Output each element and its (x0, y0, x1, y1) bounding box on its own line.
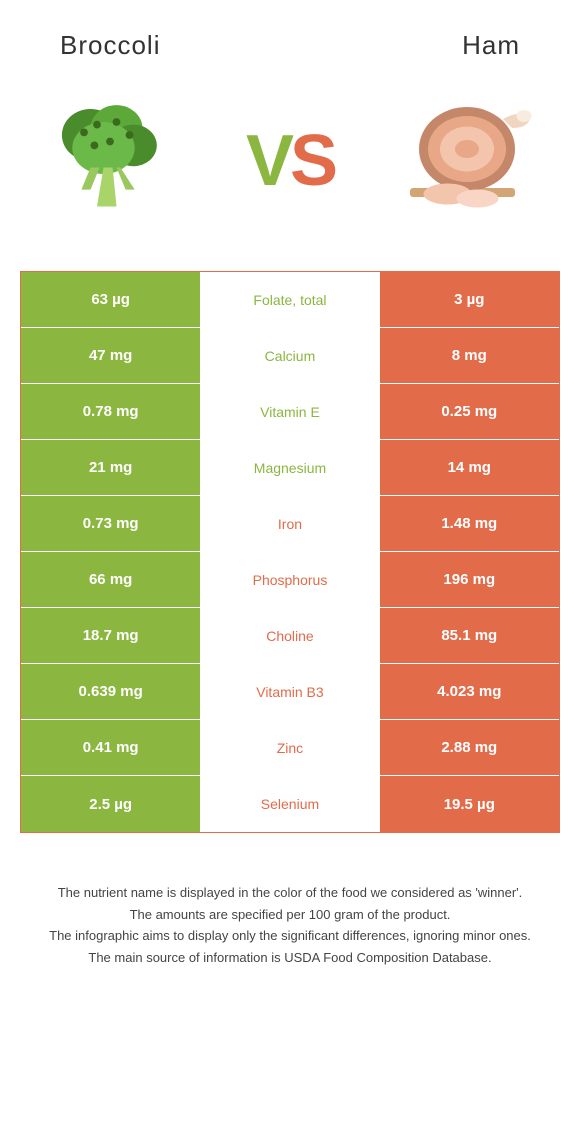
footer-line: The nutrient name is displayed in the co… (30, 883, 550, 903)
left-value: 0.41 mg (21, 720, 200, 775)
table-row: 63 µgFolate, total3 µg (21, 272, 559, 328)
nutrient-name: Iron (200, 496, 379, 551)
table-row: 66 mgPhosphorus196 mg (21, 552, 559, 608)
left-value: 63 µg (21, 272, 200, 327)
footer-notes: The nutrient name is displayed in the co… (0, 833, 580, 989)
header: Broccoli Ham (0, 0, 580, 71)
nutrient-name: Vitamin E (200, 384, 379, 439)
left-value: 66 mg (21, 552, 200, 607)
left-value: 2.5 µg (21, 776, 200, 832)
left-food-title: Broccoli (60, 30, 160, 61)
right-value: 8 mg (380, 328, 559, 383)
right-value: 3 µg (380, 272, 559, 327)
table-row: 47 mgCalcium8 mg (21, 328, 559, 384)
nutrient-name: Selenium (200, 776, 379, 832)
nutrient-name: Phosphorus (200, 552, 379, 607)
nutrient-name: Folate, total (200, 272, 379, 327)
nutrient-name: Vitamin B3 (200, 664, 379, 719)
right-value: 14 mg (380, 440, 559, 495)
left-value: 0.73 mg (21, 496, 200, 551)
images-row: VS (0, 71, 580, 271)
right-value: 2.88 mg (380, 720, 559, 775)
table-row: 0.78 mgVitamin E0.25 mg (21, 384, 559, 440)
right-value: 19.5 µg (380, 776, 559, 832)
footer-line: The main source of information is USDA F… (30, 948, 550, 968)
right-value: 4.023 mg (380, 664, 559, 719)
left-value: 47 mg (21, 328, 200, 383)
right-value: 1.48 mg (380, 496, 559, 551)
broccoli-icon (30, 81, 190, 241)
right-value: 196 mg (380, 552, 559, 607)
left-value: 18.7 mg (21, 608, 200, 663)
right-value: 0.25 mg (380, 384, 559, 439)
table-row: 0.41 mgZinc2.88 mg (21, 720, 559, 776)
table-row: 2.5 µgSelenium19.5 µg (21, 776, 559, 832)
table-row: 18.7 mgCholine85.1 mg (21, 608, 559, 664)
vs-label: VS (246, 120, 334, 202)
table-row: 21 mgMagnesium14 mg (21, 440, 559, 496)
nutrient-name: Magnesium (200, 440, 379, 495)
footer-line: The infographic aims to display only the… (30, 926, 550, 946)
nutrient-name: Zinc (200, 720, 379, 775)
nutrient-name: Choline (200, 608, 379, 663)
comparison-table: 63 µgFolate, total3 µg47 mgCalcium8 mg0.… (20, 271, 560, 833)
left-value: 0.78 mg (21, 384, 200, 439)
table-row: 0.639 mgVitamin B34.023 mg (21, 664, 559, 720)
left-value: 0.639 mg (21, 664, 200, 719)
right-food-title: Ham (462, 30, 520, 61)
left-value: 21 mg (21, 440, 200, 495)
nutrient-name: Calcium (200, 328, 379, 383)
footer-line: The amounts are specified per 100 gram o… (30, 905, 550, 925)
table-row: 0.73 mgIron1.48 mg (21, 496, 559, 552)
ham-icon (390, 81, 550, 241)
right-value: 85.1 mg (380, 608, 559, 663)
